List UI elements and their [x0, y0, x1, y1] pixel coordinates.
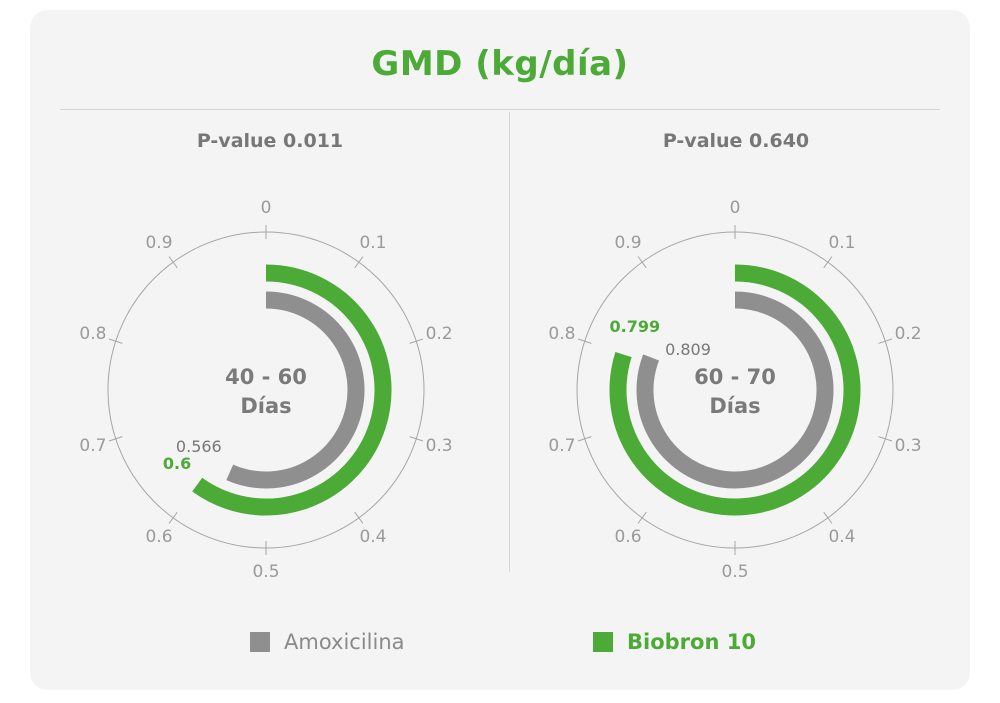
tick-label: 0.3	[426, 436, 453, 456]
tick-label: 0	[261, 198, 272, 218]
tick-label: 0.4	[359, 527, 386, 547]
tick-mark	[354, 511, 364, 524]
legend-item-biobron: Biobron 10	[593, 628, 756, 656]
center-label-range: 60 - 70	[694, 365, 776, 389]
legend-swatch-biobron	[593, 632, 613, 652]
tick-label: 0.1	[828, 233, 855, 253]
tick-label: 0.2	[895, 324, 922, 344]
tick-mark	[354, 256, 364, 269]
tick-mark	[108, 338, 123, 344]
tick-label: 0.1	[359, 233, 386, 253]
tick-label: 0.5	[721, 562, 748, 582]
value-label-amoxicilina: 0.566	[176, 437, 222, 456]
tick-label: 0.3	[895, 436, 922, 456]
tick-mark	[637, 511, 647, 524]
tick-mark	[878, 436, 893, 442]
tick-mark	[577, 338, 592, 344]
bar-biobron	[609, 264, 861, 516]
pvalue-label-left: P-value 0.011	[196, 130, 344, 152]
tick-mark	[823, 511, 833, 524]
center-label-dias: Días	[709, 394, 760, 418]
chart-title: GMD (kg/día)	[371, 44, 629, 84]
tick-label: 0.9	[614, 233, 641, 253]
value-label-biobron: 0.799	[610, 317, 661, 336]
tick-label: 0.9	[145, 233, 172, 253]
legend-item-amoxicilina: Amoxicilina	[250, 628, 405, 656]
tick-mark	[409, 338, 424, 344]
tick-mark	[168, 511, 178, 524]
tick-mark	[108, 436, 123, 442]
bar-amoxicilina	[226, 291, 365, 489]
tick-label: 0.7	[79, 436, 106, 456]
tick-mark	[577, 436, 592, 442]
center-label-dias: Días	[240, 394, 291, 418]
center-label-range: 40 - 60	[225, 365, 307, 389]
legend-swatch-amoxicilina	[250, 632, 270, 652]
tick-label: 0	[730, 198, 741, 218]
tick-label: 0.5	[252, 562, 279, 582]
legend-label-biobron: Biobron 10	[627, 630, 756, 654]
legend-label-amoxicilina: Amoxicilina	[284, 630, 405, 654]
tick-mark	[878, 338, 893, 344]
value-label-amoxicilina: 0.809	[665, 340, 711, 359]
title-divider	[60, 109, 940, 110]
pvalue-label-right: P-value 0.640	[662, 130, 810, 152]
tick-label: 0.6	[614, 527, 641, 547]
tick-mark	[637, 256, 647, 269]
bar-amoxicilina	[636, 291, 834, 489]
tick-mark	[823, 256, 833, 269]
tick-label: 0.6	[145, 527, 172, 547]
bar-biobron	[192, 264, 392, 516]
tick-label: 0.2	[426, 324, 453, 344]
value-label-biobron: 0.6	[163, 454, 191, 473]
tick-label: 0.8	[548, 324, 575, 344]
tick-mark	[409, 436, 424, 442]
panel-divider	[509, 112, 510, 572]
tick-label: 0.4	[828, 527, 855, 547]
tick-label: 0.8	[79, 324, 106, 344]
tick-label: 0.7	[548, 436, 575, 456]
tick-mark	[168, 256, 178, 269]
